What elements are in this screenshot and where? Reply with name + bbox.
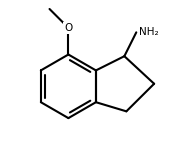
Text: NH₂: NH₂ (139, 27, 159, 37)
Text: O: O (64, 23, 73, 33)
